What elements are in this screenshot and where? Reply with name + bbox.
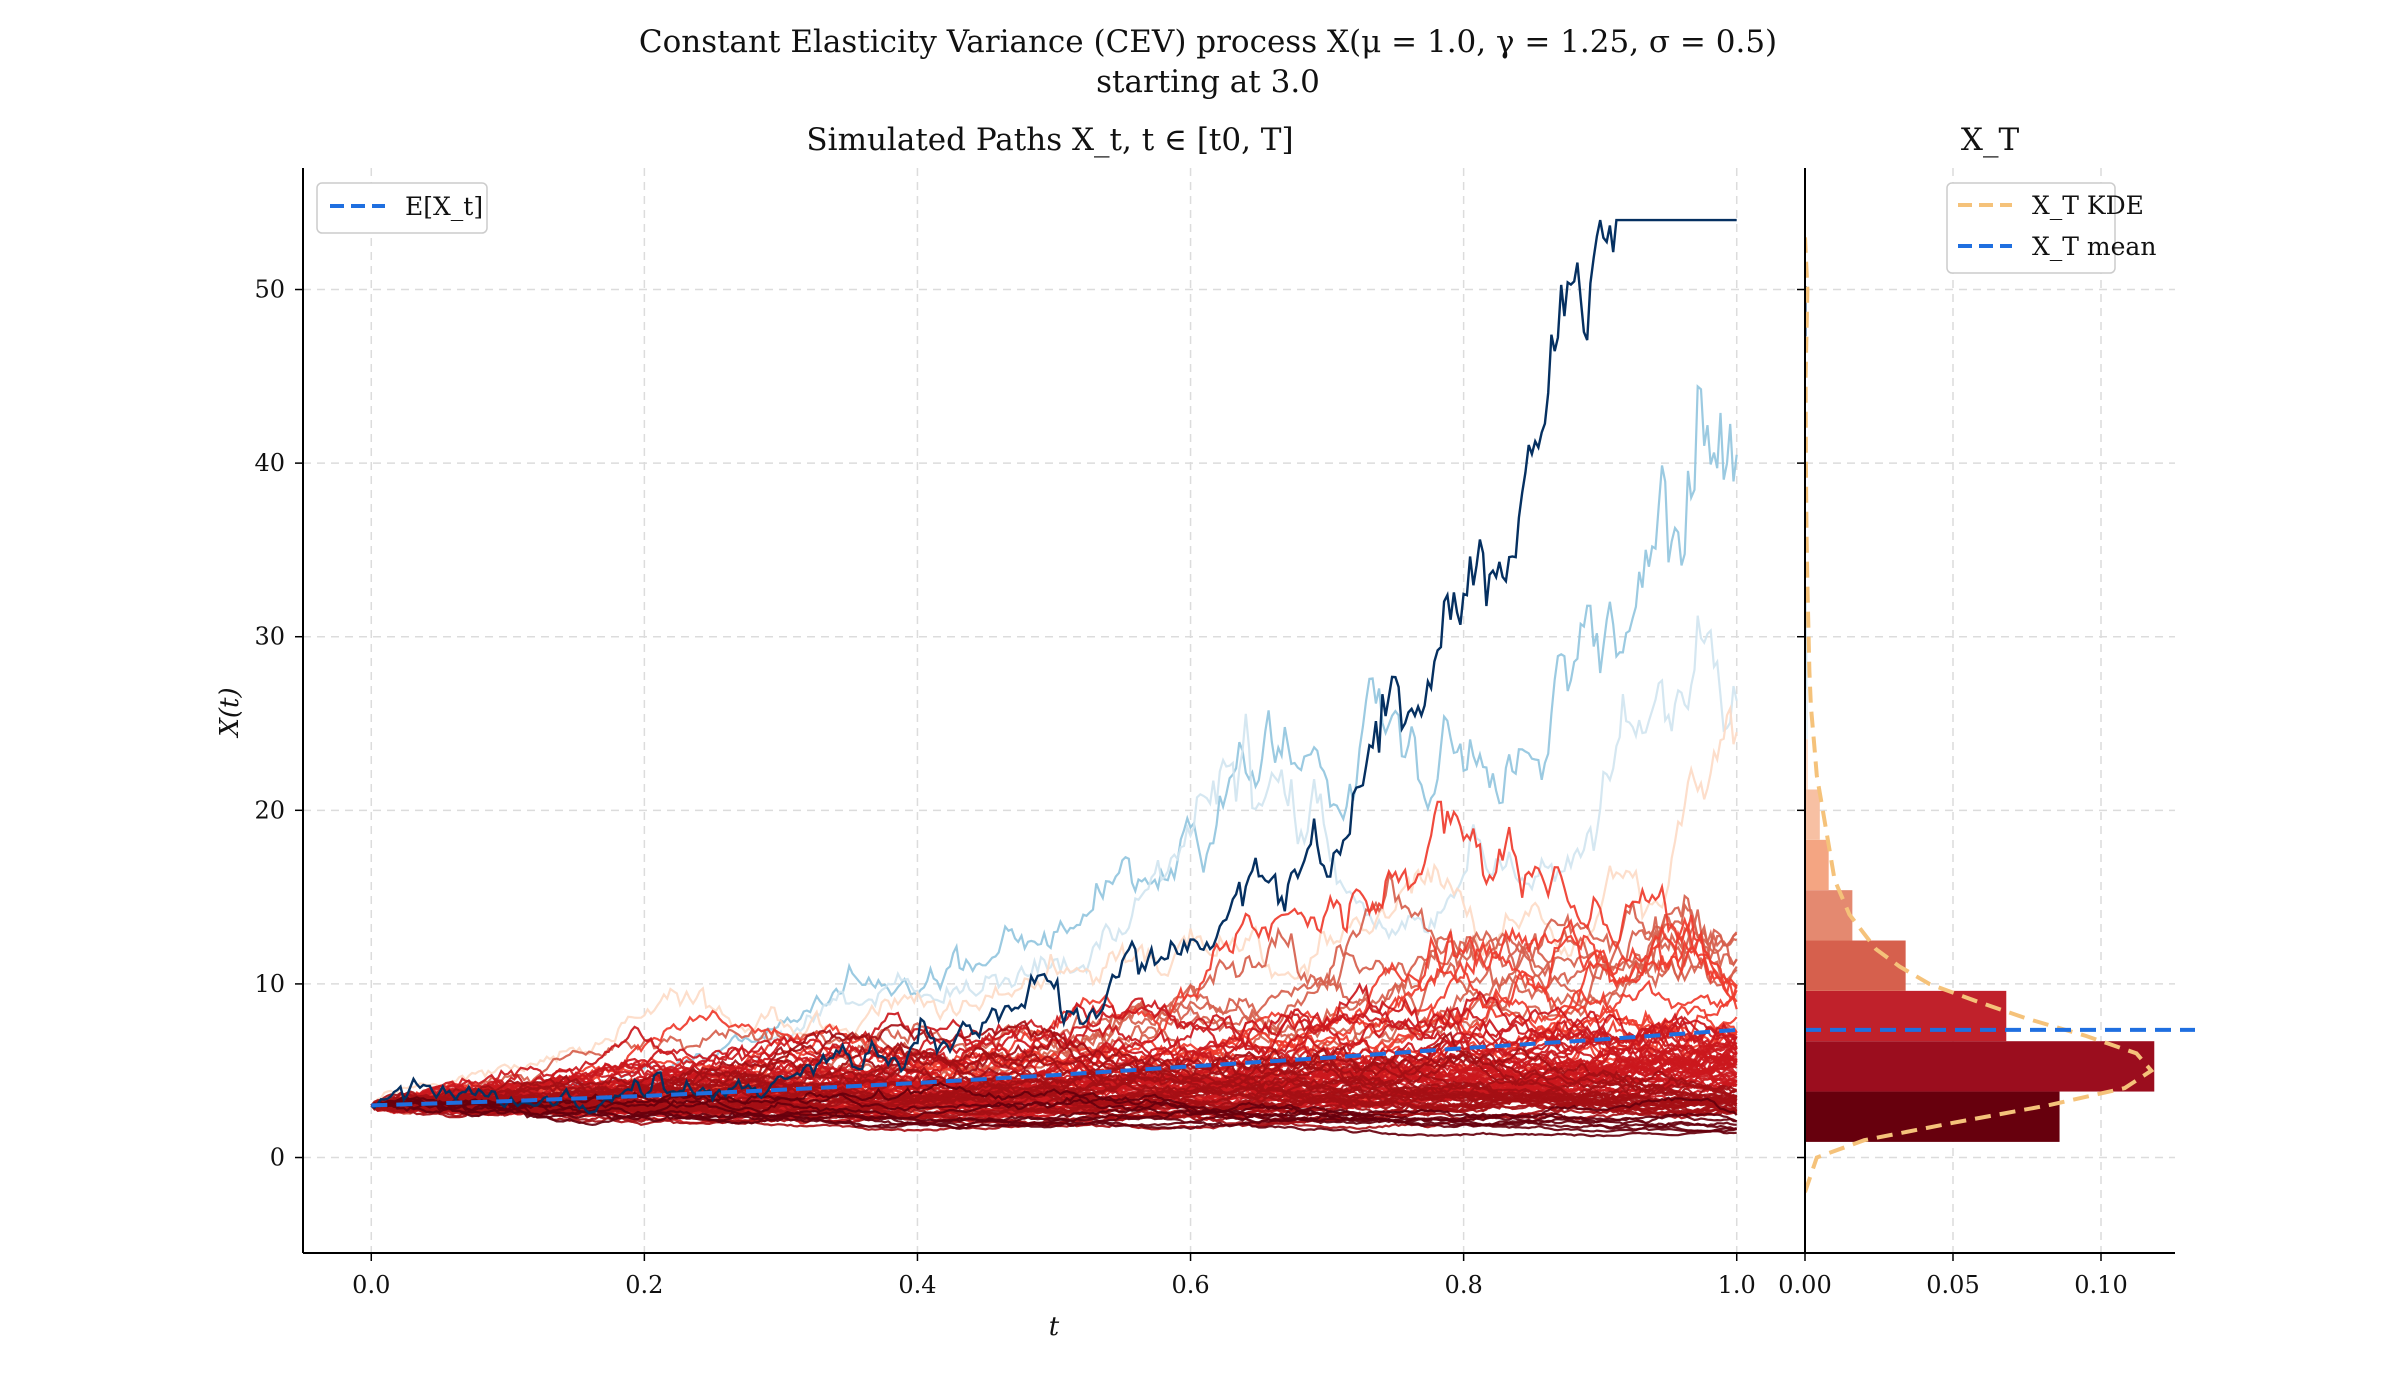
simulated-path — [370, 704, 1738, 1107]
main-grid — [303, 168, 1805, 1253]
simulated-paths — [370, 218, 1738, 1138]
histogram-bar — [1805, 940, 1906, 991]
simulated-path — [370, 1099, 1737, 1135]
y-tick-label: 20 — [254, 796, 285, 824]
histogram-bar — [1805, 688, 1808, 740]
legend-label-xt-mean: X_T mean — [2032, 232, 2156, 261]
simulated-path — [370, 894, 1738, 1108]
x-tick-label: 0.6 — [1171, 1271, 1209, 1299]
histogram-bar — [1805, 789, 1820, 840]
main-legend: E[X_t] — [316, 182, 488, 234]
y-axis-label: X(t) — [215, 687, 245, 738]
y-tick-label: 30 — [254, 623, 285, 651]
histogram-bar — [1805, 739, 1808, 790]
simulated-path — [370, 1031, 1737, 1111]
x-tick-label: 0.8 — [1445, 1271, 1483, 1299]
main-legend-box — [316, 182, 488, 234]
histogram-bar — [1805, 638, 1808, 689]
simulated-path-extreme — [370, 218, 1737, 1115]
x-tick-label: 1.0 — [1718, 1271, 1756, 1299]
y-tick-label: 0 — [270, 1144, 285, 1172]
side-panel: X_T 0.00 0.05 0.10 X_T KDE X_T mean — [1778, 122, 2195, 1299]
x-tick-label: 0.4 — [898, 1271, 936, 1299]
y-tick-label: 10 — [254, 970, 285, 998]
histogram-bar — [1805, 990, 2007, 1042]
histogram-bar — [1805, 1041, 2155, 1092]
side-x-tick-label: 0.00 — [1778, 1271, 1831, 1299]
main-y-ticks: 0 10 20 30 40 50 — [254, 276, 303, 1172]
legend-label-mean: E[X_t] — [405, 192, 483, 221]
x-axis-label: t — [1049, 1312, 1060, 1342]
simulated-path — [370, 1081, 1738, 1114]
side-y-ticks — [1797, 288, 1805, 1159]
simulated-path — [370, 1086, 1737, 1116]
side-x-ticks: 0.00 0.05 0.10 — [1778, 1253, 2128, 1299]
simulated-path — [371, 1103, 1738, 1138]
side-legend: X_T KDE X_T mean — [1946, 182, 2156, 274]
histogram-bar — [1805, 890, 1853, 941]
histogram-bar — [1805, 839, 1829, 891]
main-panel-title: Simulated Paths X_t, t ∈ [t0, T] — [806, 122, 1293, 158]
legend-label-kde: X_T KDE — [2032, 191, 2144, 220]
y-tick-label: 40 — [254, 449, 285, 477]
figure-title: Constant Elasticity Variance (CEV) proce… — [639, 24, 1777, 60]
main-panel: Simulated Paths X_t, t ∈ [t0, T] 0.0 0.2 0… — [215, 122, 1805, 1342]
histogram-bar — [1805, 1091, 2060, 1142]
side-x-tick-label: 0.10 — [2074, 1271, 2127, 1299]
side-axes — [1804, 168, 2175, 1254]
main-axes — [302, 168, 1805, 1254]
x-tick-label: 0.2 — [625, 1271, 663, 1299]
figure-subtitle: starting at 3.0 — [1096, 64, 1320, 100]
kde-line — [1805, 237, 2155, 1193]
simulated-path — [370, 1017, 1738, 1109]
simulated-path — [371, 1091, 1737, 1133]
simulated-path — [371, 1019, 1737, 1112]
side-panel-title: X_T — [1961, 122, 2020, 158]
mean-line — [371, 1027, 1737, 1108]
histogram-bars — [1805, 286, 2155, 1142]
main-x-ticks: 0.0 0.2 0.4 0.6 0.8 1.0 — [352, 1253, 1756, 1299]
side-x-tick-label: 0.05 — [1926, 1271, 1979, 1299]
y-tick-label: 50 — [254, 276, 285, 304]
x-tick-label: 0.0 — [352, 1271, 390, 1299]
